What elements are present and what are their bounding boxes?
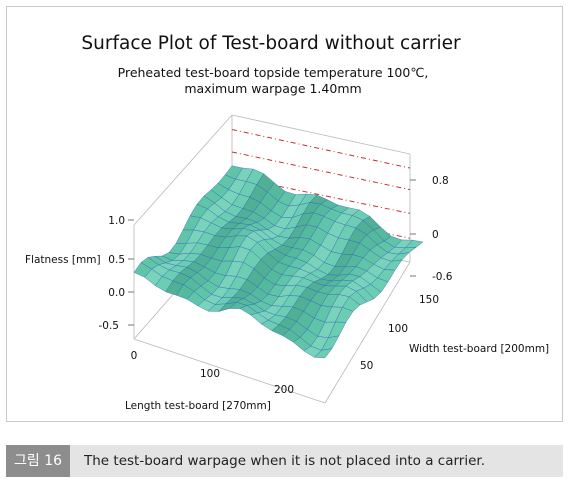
z-tick-left-2: 0.0 — [108, 287, 125, 299]
z-tick-left-3: -0.5 — [99, 320, 120, 332]
caption-figure-number: 그림 16 — [6, 445, 70, 477]
surface-mesh — [133, 165, 424, 359]
z-tick-right-1: 0 — [432, 229, 439, 241]
z-tick-left-0: 1.0 — [108, 215, 125, 227]
y-axis-label: Width test-board [200mm] — [409, 343, 549, 355]
z-tick-right-2: -0.6 — [432, 271, 453, 283]
chart-title: Surface Plot of Test-board without carri… — [81, 33, 461, 54]
box-edge-top-back — [231, 114, 411, 155]
surface-cell-251 — [313, 348, 333, 359]
z-tick-right-0: 0.8 — [432, 175, 449, 187]
box-edge-front-bottom — [133, 338, 326, 404]
y-tick-2: 150 — [419, 294, 439, 306]
x-tick-1: 100 — [200, 368, 220, 380]
plot-axes: 1.0 0.5 0.0 -0.5 0.8 0 -0.6 0 100 200 50 100 150 — [99, 175, 453, 396]
surface-plot: Surface Plot of Test-board without carri… — [25, 33, 549, 412]
box-edge-right-bottom — [324, 261, 411, 404]
x-axis-label: Length test-board [270mm] — [125, 400, 271, 412]
chart-subtitle-line-1: Preheated test-board topside temperature… — [118, 65, 429, 80]
caption-text: The test-board warpage when it is not pl… — [84, 453, 486, 469]
box-edge-top-left — [133, 114, 233, 226]
figure-frame: Surface Plot of Test-board without carri… — [6, 6, 563, 422]
y-tick-0: 50 — [360, 360, 373, 372]
x-tick-2: 200 — [274, 384, 294, 396]
figure-caption: 그림 16 The test-board warpage when it is … — [6, 445, 563, 477]
z-tick-left-1: 0.5 — [108, 254, 125, 266]
x-tick-0: 0 — [131, 350, 138, 362]
z-axis-label: Flatness [mm] — [25, 254, 101, 266]
chart-subtitle-line-2: maximum warpage 1.40mm — [184, 81, 361, 96]
back-wall-gridline-1 — [231, 129, 411, 169]
y-tick-1: 100 — [388, 323, 408, 335]
